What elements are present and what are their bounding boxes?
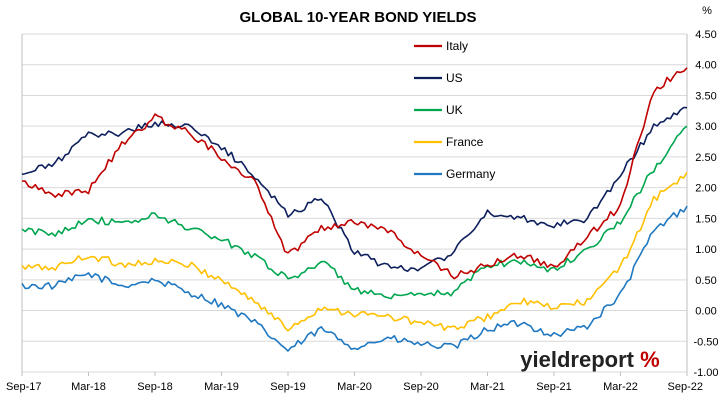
series-line-italy: [21, 67, 688, 280]
y-tick-label: 3.50: [695, 90, 716, 102]
y-tick-label: 4.00: [695, 60, 716, 72]
series-line-france: [21, 171, 688, 332]
x-tick-label: Mar-20: [337, 381, 372, 393]
chart-title: GLOBAL 10-YEAR BOND YIELDS: [240, 9, 477, 26]
y-tick-label: 2.00: [695, 183, 716, 195]
series-line-uk: [21, 125, 688, 300]
legend: Italy US UK France Germany: [414, 39, 495, 181]
y-tick-label: -0.50: [693, 336, 718, 348]
x-tick-label: Sep-19: [270, 381, 305, 393]
y-tick-label: 2.50: [695, 152, 716, 164]
legend-label-uk: UK: [446, 103, 463, 117]
gridlines: [21, 33, 688, 373]
y-tick-label: 1.00: [695, 244, 716, 256]
series-line-germany: [21, 205, 688, 352]
y-axis-unit-label: %: [702, 5, 712, 17]
x-axis-ticks: Sep-17 Mar-18 Sep-18 Mar-19 Sep-19 Mar-20 Sep-…: [6, 372, 703, 393]
logo-text: yieldreport: [520, 347, 634, 372]
y-tick-label: -1.00: [693, 367, 718, 379]
y-tick-label: 1.50: [695, 213, 716, 225]
x-tick-label: Mar-21: [470, 381, 505, 393]
yieldreport-logo: yieldreport %: [520, 347, 659, 372]
legend-label-germany: Germany: [446, 167, 495, 181]
logo-percent: %: [640, 347, 660, 372]
x-tick-label: Sep-20: [403, 381, 438, 393]
y-tick-label: 0.00: [695, 306, 716, 318]
legend-label-italy: Italy: [446, 39, 468, 53]
series-lines: [21, 67, 688, 352]
svg-text:yieldreport %: yieldreport %: [520, 347, 659, 372]
x-tick-label: Sep-21: [536, 381, 571, 393]
series-line-us: [21, 106, 688, 273]
y-tick-label: 0.50: [695, 275, 716, 287]
x-tick-label: Sep-18: [137, 381, 172, 393]
y-axis-ticks: 4.50 4.00 3.50 3.00 2.50 2.00 1.50 1.00 0.50 0.00…: [693, 29, 718, 379]
y-tick-label: 4.50: [695, 29, 716, 41]
x-tick-label: Sep-17: [6, 381, 41, 393]
y-tick-label: 3.00: [695, 121, 716, 133]
x-tick-label: Sep-22: [668, 381, 703, 393]
x-tick-label: Mar-22: [603, 381, 638, 393]
x-tick-label: Mar-18: [71, 381, 106, 393]
legend-label-france: France: [446, 135, 484, 149]
legend-label-us: US: [446, 71, 463, 85]
x-tick-label: Mar-19: [204, 381, 239, 393]
